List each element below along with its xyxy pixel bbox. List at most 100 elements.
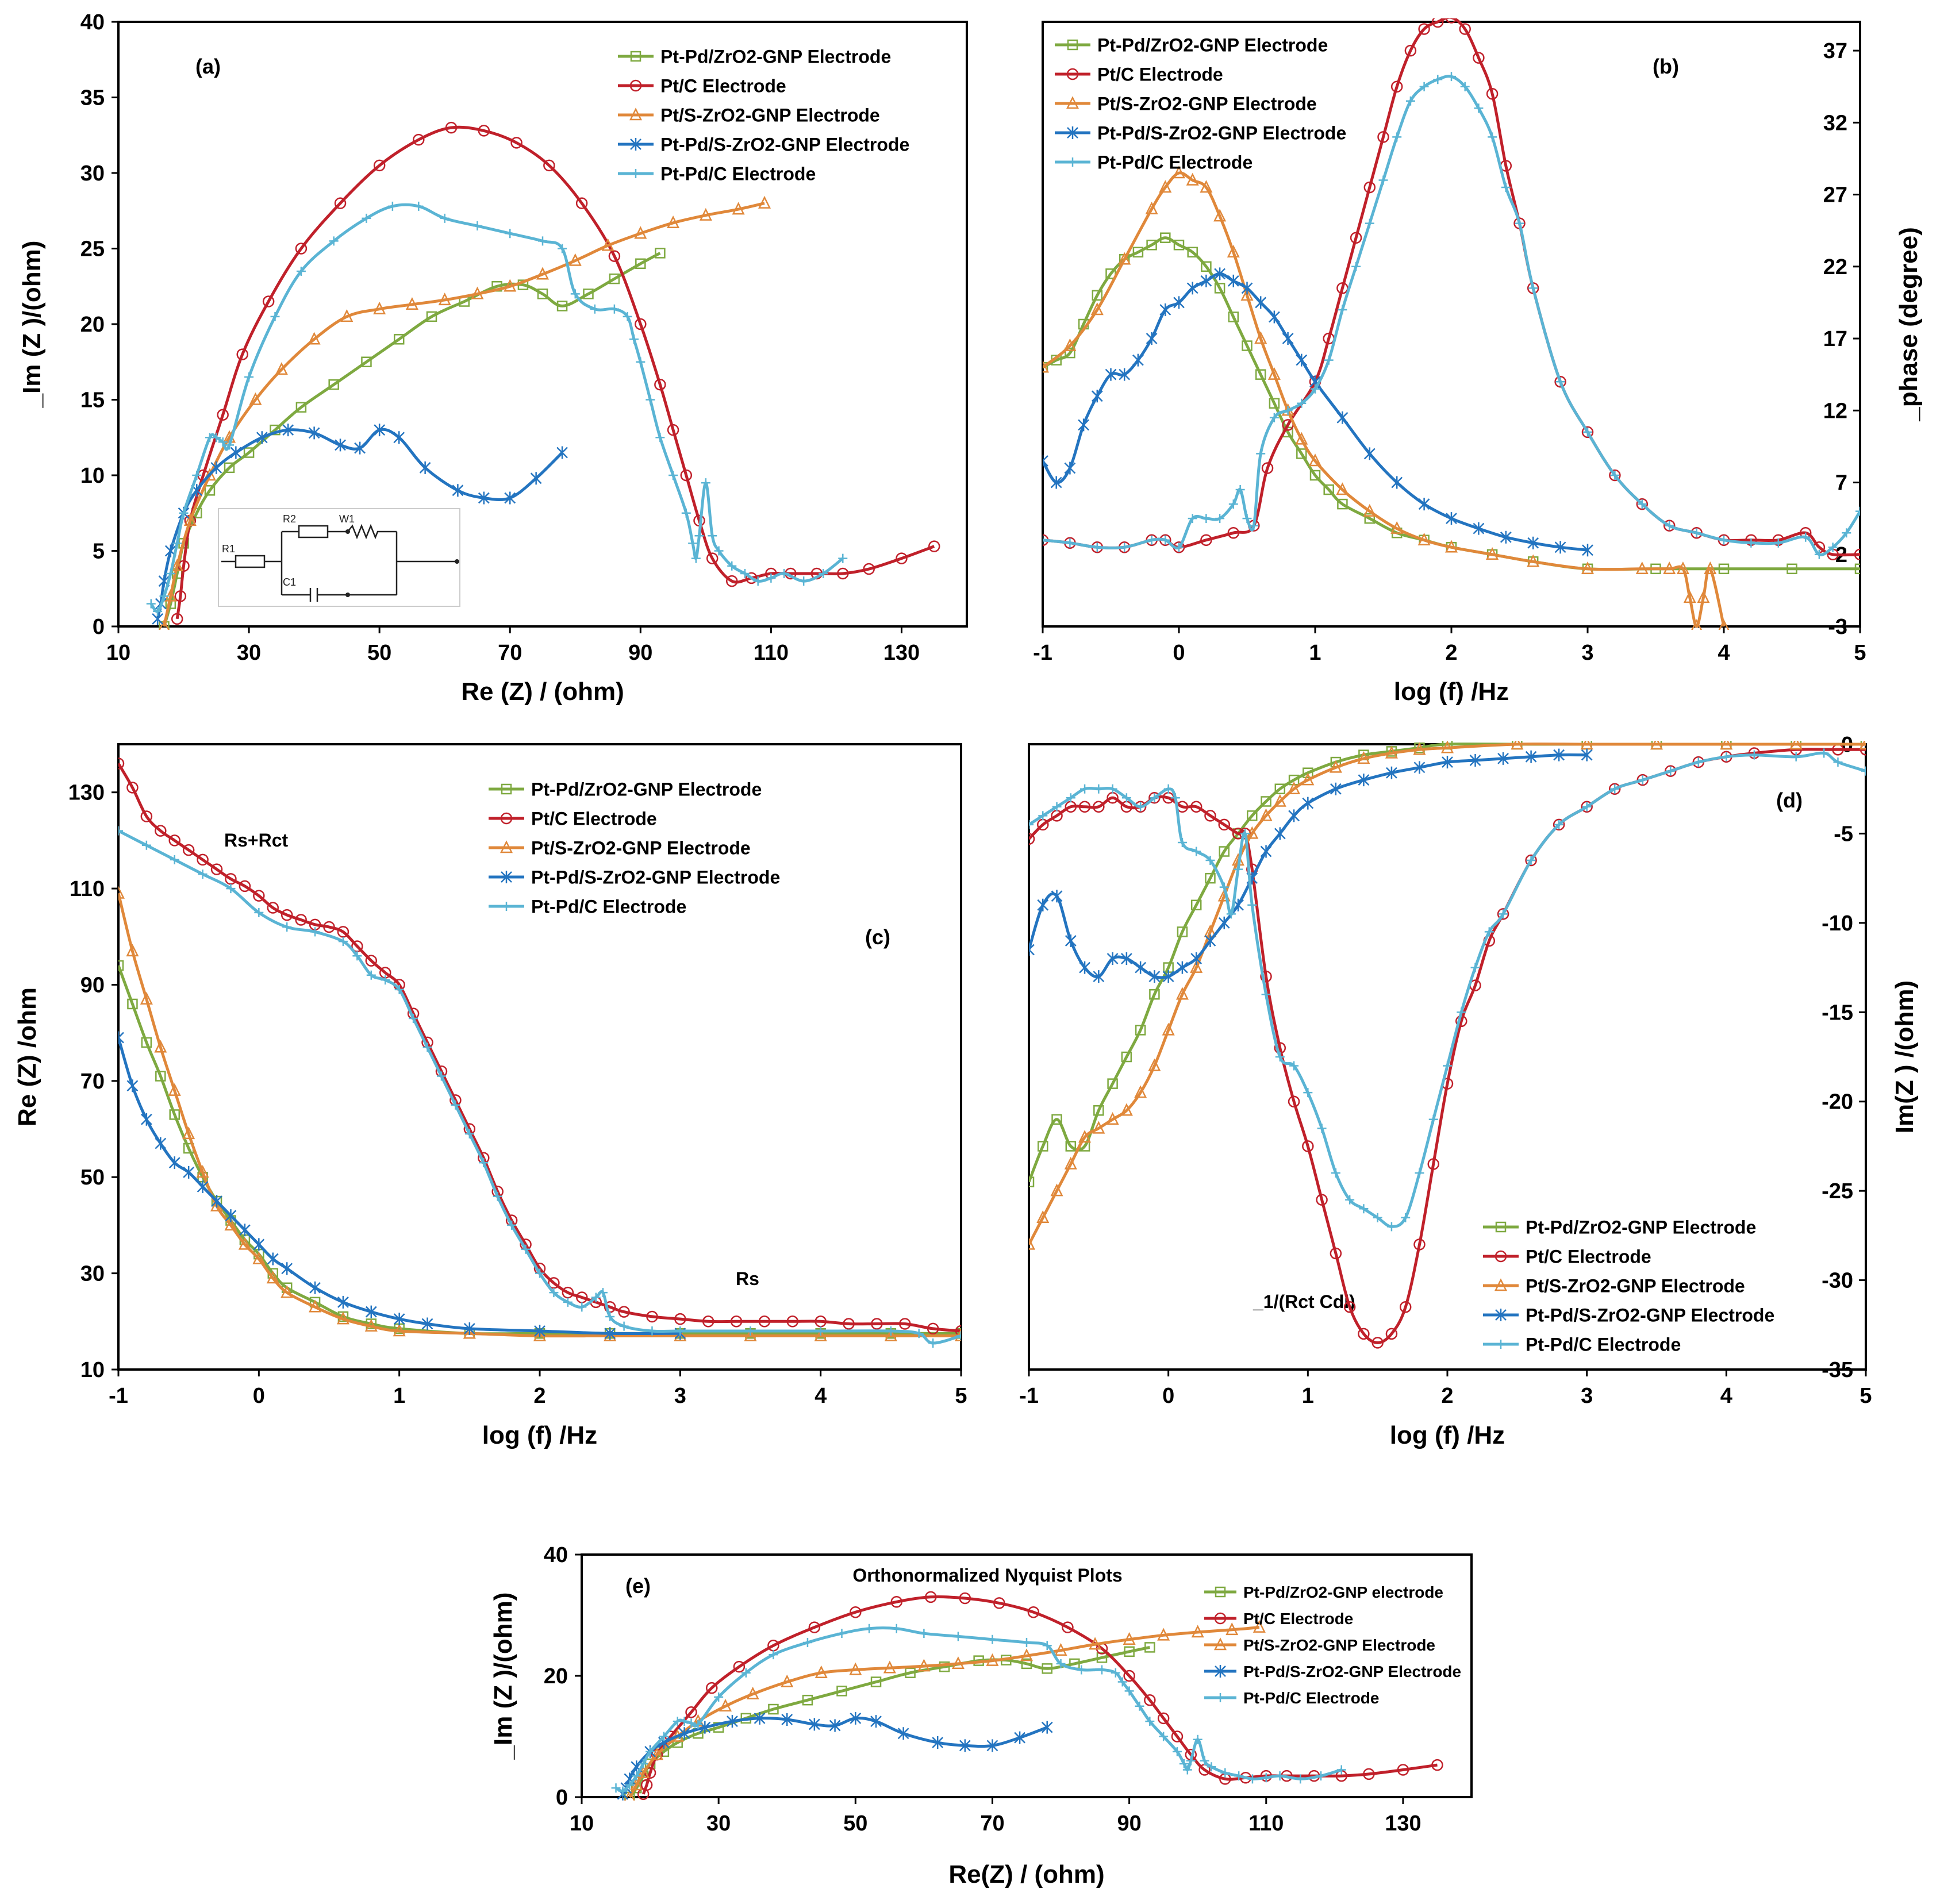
data-point bbox=[1499, 909, 1508, 919]
node-dot bbox=[345, 529, 350, 534]
legend-marker bbox=[630, 51, 641, 62]
data-point bbox=[1149, 988, 1160, 1000]
data-point bbox=[1029, 833, 1035, 845]
data-point bbox=[746, 1326, 755, 1336]
data-point bbox=[1220, 1768, 1230, 1778]
data-point bbox=[1207, 1762, 1216, 1772]
data-point bbox=[1177, 926, 1188, 937]
data-point bbox=[691, 553, 701, 563]
data-point bbox=[1302, 797, 1314, 810]
data-point bbox=[1144, 1694, 1156, 1706]
data-point bbox=[1397, 1764, 1409, 1776]
data-point bbox=[1323, 484, 1334, 495]
data-point bbox=[387, 201, 397, 211]
series-line bbox=[118, 763, 961, 1333]
legend-label: Pt/S-ZrO2-GNP Electrode bbox=[531, 838, 751, 859]
wire bbox=[264, 530, 310, 596]
data-point bbox=[1051, 890, 1063, 903]
data-point bbox=[1161, 535, 1170, 545]
data-point bbox=[814, 1328, 827, 1341]
data-point bbox=[451, 1100, 460, 1110]
data-point bbox=[225, 1209, 237, 1222]
data-point bbox=[224, 462, 235, 474]
series-pt-pd-c-electrode bbox=[1029, 748, 1866, 1232]
y-tick-label: 10 bbox=[80, 1358, 105, 1382]
data-point bbox=[1351, 261, 1361, 271]
data-point bbox=[239, 1224, 251, 1237]
data-point bbox=[1528, 283, 1538, 293]
data-point bbox=[538, 236, 547, 246]
data-point bbox=[815, 1665, 828, 1678]
data-point bbox=[1186, 172, 1199, 186]
legend-item: Pt/C Electrode bbox=[1204, 1610, 1353, 1628]
data-point bbox=[1428, 1114, 1438, 1124]
data-point bbox=[609, 304, 619, 314]
legend-label: Pt-Pd/S-ZrO2-GNP Electrode bbox=[1243, 1663, 1461, 1680]
data-point bbox=[1124, 1646, 1135, 1657]
data-point bbox=[1828, 543, 1838, 552]
data-point bbox=[686, 1718, 696, 1728]
x-tick-label: 30 bbox=[237, 641, 261, 665]
data-point bbox=[212, 433, 221, 443]
data-point bbox=[1042, 1663, 1052, 1674]
data-point bbox=[365, 955, 378, 967]
data-point bbox=[608, 250, 621, 262]
data-point bbox=[1431, 1759, 1443, 1771]
data-point bbox=[253, 1238, 265, 1251]
y-tick-label: -15 bbox=[1822, 1001, 1853, 1025]
data-point bbox=[1213, 209, 1227, 222]
data-point bbox=[295, 243, 308, 255]
data-point bbox=[1683, 590, 1696, 603]
data-point bbox=[281, 1262, 293, 1275]
data-point bbox=[779, 568, 789, 578]
data-point bbox=[799, 576, 809, 586]
legend-label: Pt/S-ZrO2-GNP Electrode bbox=[1243, 1636, 1435, 1654]
data-point bbox=[393, 431, 405, 444]
data-point bbox=[155, 1071, 166, 1082]
data-point bbox=[1200, 180, 1213, 193]
legend-item: Pt/S-ZrO2-GNP Electrode bbox=[1055, 94, 1317, 114]
data-point bbox=[1241, 282, 1253, 295]
data-point bbox=[381, 975, 390, 985]
series-pt-pd-c-electrode bbox=[1043, 72, 1860, 559]
data-point bbox=[1090, 302, 1104, 316]
legend-label: Pt/C Electrode bbox=[1526, 1247, 1651, 1267]
series-pt-c-electrode bbox=[1029, 744, 1866, 1349]
data-point bbox=[680, 469, 693, 482]
series-pt-pd-c-electrode bbox=[611, 1624, 1346, 1796]
data-point bbox=[1608, 783, 1621, 795]
legend-label: Pt/C Electrode bbox=[660, 76, 786, 97]
data-point bbox=[675, 1326, 685, 1336]
data-point bbox=[182, 844, 195, 856]
data-point bbox=[733, 1660, 746, 1673]
legend-marker bbox=[500, 840, 513, 853]
circuit-label-r2: R2 bbox=[283, 513, 296, 525]
data-point bbox=[493, 1191, 502, 1201]
x-tick-label: 2 bbox=[533, 1384, 545, 1408]
data-point bbox=[1364, 513, 1376, 524]
series-pt-pd-c-electrode bbox=[118, 826, 961, 1348]
data-point bbox=[917, 1659, 931, 1672]
x-tick-label: -1 bbox=[109, 1384, 128, 1408]
data-point bbox=[1136, 802, 1146, 811]
data-point bbox=[1527, 554, 1540, 567]
x-axis-title: log (f) /Hz bbox=[1390, 1421, 1505, 1449]
data-point bbox=[256, 431, 268, 444]
data-point bbox=[1089, 1637, 1102, 1650]
data-point bbox=[1172, 166, 1186, 179]
legend-marker bbox=[1496, 1340, 1505, 1349]
data-point bbox=[1269, 413, 1279, 422]
data-point bbox=[1610, 471, 1620, 480]
data-point bbox=[1288, 1095, 1300, 1107]
y-tick-label: 7 bbox=[1835, 471, 1847, 495]
data-point bbox=[1106, 1112, 1119, 1125]
data-point bbox=[1093, 970, 1105, 983]
data-point bbox=[168, 834, 180, 847]
data-point bbox=[239, 880, 251, 893]
data-point bbox=[1365, 218, 1374, 228]
data-point bbox=[1350, 232, 1362, 244]
data-point bbox=[629, 334, 639, 344]
data-point bbox=[197, 1180, 209, 1193]
data-point bbox=[1256, 449, 1266, 459]
